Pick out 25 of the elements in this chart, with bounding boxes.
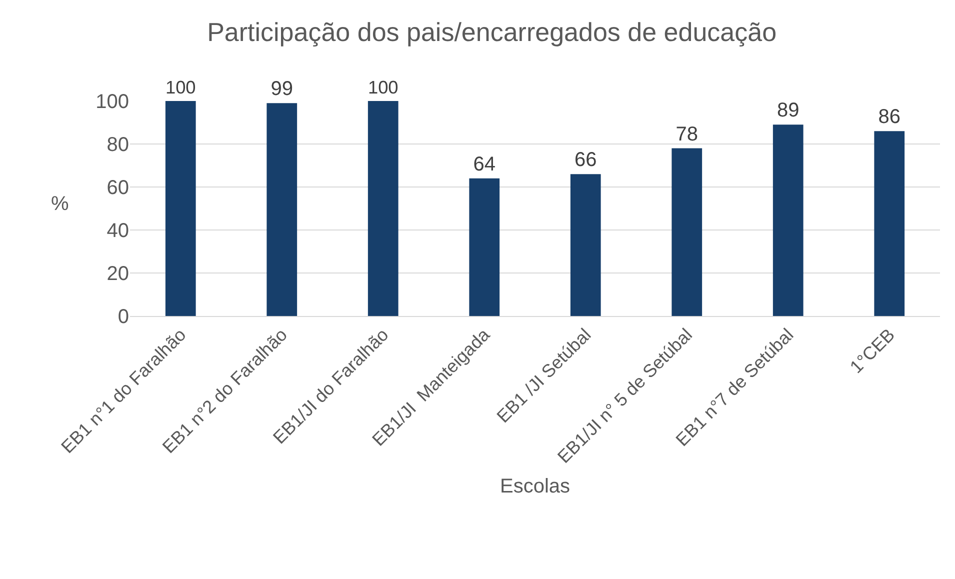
y-axis-title: % bbox=[51, 193, 69, 215]
chart-title: Participação dos pais/encarregados de educação bbox=[207, 16, 777, 47]
bar bbox=[772, 124, 804, 316]
y-tick-label: 100 bbox=[96, 91, 129, 113]
bar bbox=[672, 148, 702, 316]
data-label: 89 bbox=[777, 100, 800, 122]
bar bbox=[570, 174, 601, 316]
y-tick-label: 40 bbox=[106, 220, 129, 242]
data-label: 66 bbox=[574, 149, 597, 172]
data-label: 99 bbox=[270, 78, 293, 100]
data-label: 64 bbox=[473, 153, 496, 176]
bar bbox=[165, 101, 196, 316]
bar bbox=[368, 101, 398, 316]
data-label: 100 bbox=[368, 77, 398, 98]
y-tick-label: 60 bbox=[106, 177, 129, 199]
bar bbox=[266, 103, 298, 316]
y-tick-label: 80 bbox=[106, 134, 129, 156]
data-label: 78 bbox=[676, 123, 698, 146]
data-label: 86 bbox=[878, 106, 900, 128]
bar bbox=[874, 131, 905, 316]
y-tick-label: 20 bbox=[106, 263, 129, 285]
bar bbox=[469, 178, 500, 316]
data-label: 100 bbox=[165, 77, 196, 98]
y-tick-label: 0 bbox=[118, 306, 129, 328]
x-axis-title: Escolas bbox=[500, 476, 570, 498]
